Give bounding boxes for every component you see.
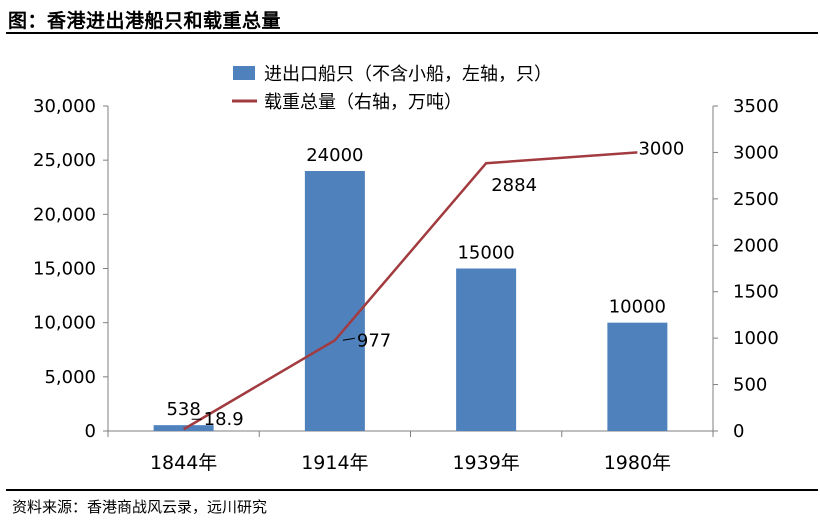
right-tick-label: 1000 xyxy=(733,328,779,349)
right-tick-label: 500 xyxy=(733,375,767,396)
bar-value-label: 538 xyxy=(166,399,200,420)
line-value-label: 2884 xyxy=(491,175,537,196)
bar-value-label: 15000 xyxy=(457,243,514,264)
right-tick-label: 3000 xyxy=(733,142,779,163)
footer-divider xyxy=(6,489,818,491)
left-tick-label: 10,000 xyxy=(33,313,96,334)
legend-label: 载重总量（右轴，万吨） xyxy=(264,92,462,113)
bar xyxy=(607,322,668,431)
right-tick-label: 2500 xyxy=(733,189,779,210)
line-value-label: 3000 xyxy=(638,138,684,159)
legend-swatch-bar xyxy=(233,66,255,80)
chart-title: 图：香港进出港船只和载重总量 xyxy=(8,10,282,32)
left-tick-label: 20,000 xyxy=(33,204,96,225)
left-tick-label: 15,000 xyxy=(33,259,96,280)
source-note: 资料来源：香港商战风云录，远川研究 xyxy=(12,498,268,516)
legend-label: 进出口船只（不含小船，左轴，只） xyxy=(264,64,552,85)
left-tick-label: 0 xyxy=(85,421,96,442)
line-label-leader xyxy=(342,337,355,341)
line-value-label: 977 xyxy=(357,330,391,351)
header-divider xyxy=(6,32,818,34)
right-tick-label: 2000 xyxy=(733,235,779,256)
left-tick-label: 5,000 xyxy=(44,367,96,388)
right-tick-label: 0 xyxy=(733,421,744,442)
bar-value-label: 24000 xyxy=(306,145,363,166)
left-tick-label: 25,000 xyxy=(33,150,96,171)
line-value-label: 18.9 xyxy=(204,409,244,430)
x-tick-label: 1844年 xyxy=(150,452,217,474)
right-tick-label: 1500 xyxy=(733,282,779,303)
x-tick-label: 1939年 xyxy=(452,452,519,474)
left-tick-label: 30,000 xyxy=(33,96,96,117)
x-tick-label: 1914年 xyxy=(301,452,368,474)
bar xyxy=(304,171,365,431)
header: 图：香港进出港船只和载重总量 xyxy=(6,2,818,34)
right-tick-label: 3500 xyxy=(733,96,779,117)
bar-value-label: 10000 xyxy=(609,297,666,318)
x-tick-label: 1980年 xyxy=(604,452,671,474)
line-series xyxy=(182,151,638,431)
bar xyxy=(456,268,517,431)
